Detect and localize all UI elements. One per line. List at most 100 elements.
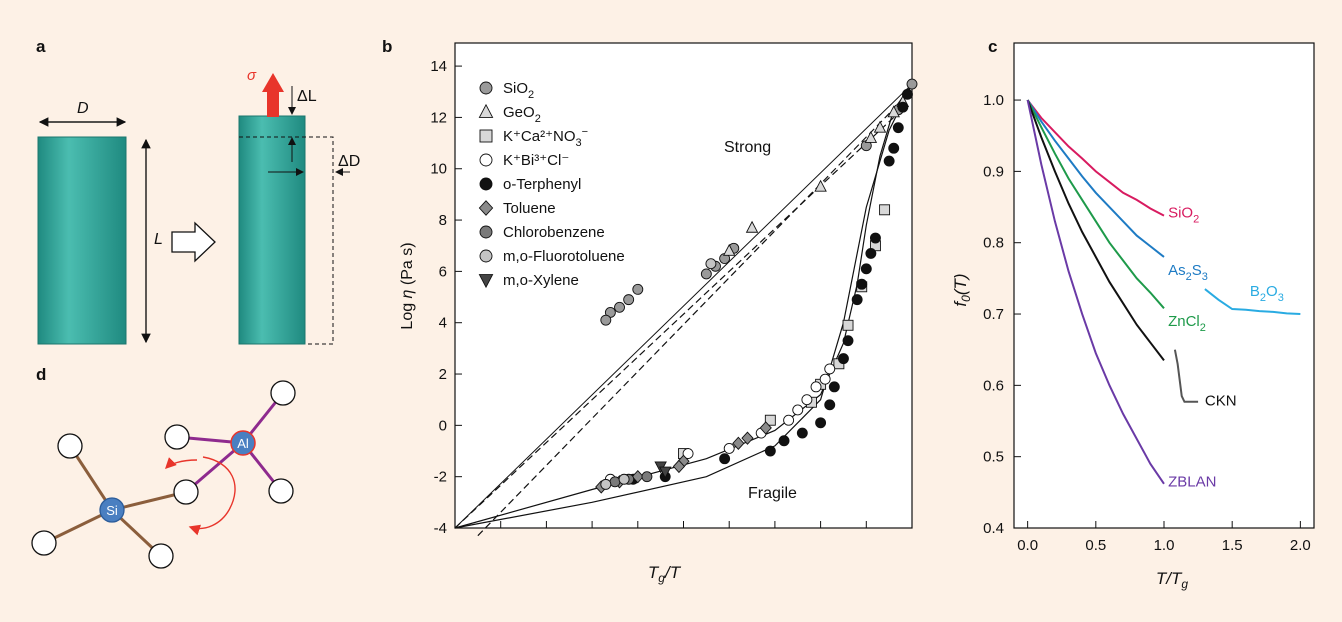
x-tick-label-c: 0.0: [1017, 537, 1038, 554]
data-point: [815, 417, 827, 429]
y-tick-label-c: 0.8: [983, 235, 1004, 252]
data-point: [783, 414, 795, 426]
legend-entry-text: m,o-Xylene: [503, 272, 579, 289]
y-axis-label-b-eta: η: [399, 289, 416, 298]
si-atom-label: Si: [106, 503, 118, 518]
y-tick-label-b: 12: [430, 109, 447, 126]
y-axis-label-b: Log η (Pa s): [399, 242, 416, 329]
dim-l-label: L: [154, 231, 163, 248]
original-outline: [239, 136, 334, 345]
data-point: [860, 263, 872, 275]
data-point: [759, 421, 772, 435]
y-axis-label-c-tail: (T): [951, 273, 970, 295]
legend-marker: [479, 129, 493, 143]
delta-l-label: ΔL: [297, 88, 317, 105]
y-axis-label-c-main: f: [951, 300, 970, 307]
x-axis-label-c: T/Tg: [1156, 569, 1189, 591]
data-points: [595, 78, 918, 494]
dim-d-label: D: [77, 100, 89, 117]
data-point: [700, 268, 712, 280]
data-point: [745, 220, 759, 233]
data-point: [600, 314, 612, 326]
legend-entry-text: K⁺Bi³⁺Cl⁻: [503, 152, 569, 169]
data-point: [873, 120, 887, 133]
legend: SiO2GeO2K⁺Ca²⁺NO3−K⁺Bi³⁺Cl⁻o-TerphenylTo…: [478, 80, 625, 289]
y-tick-label-c: 0.7: [983, 306, 1004, 323]
x-axis-label-c-sub: g: [1181, 577, 1188, 591]
series-line: [1026, 99, 1165, 258]
oxygen-atom: [148, 543, 174, 569]
y-tick-label-c: 0.9: [983, 163, 1004, 180]
data-point: [856, 278, 868, 290]
series-label-sub: 2: [1260, 292, 1266, 304]
data-point: [838, 353, 849, 365]
x-tick-label-c: 1.0: [1154, 537, 1175, 554]
series-line: [1026, 99, 1165, 361]
legend-entry: o-Terphenyl: [503, 176, 581, 193]
data-point: [623, 294, 635, 306]
legend-marker: [479, 225, 493, 239]
panel-b-label: b: [382, 37, 392, 56]
data-point: [819, 373, 831, 385]
series-label: CKN: [1205, 392, 1237, 409]
x-axis-c: 0.0 0.5 1.0 1.5 2.0: [1017, 521, 1311, 554]
data-point: [887, 105, 900, 118]
legend-entry-text: K⁺Ca²⁺NO: [503, 128, 576, 145]
fragile-fit-lower: [454, 83, 913, 529]
bond-si-4: [111, 490, 187, 512]
legend-entry-text: GeO: [503, 104, 535, 121]
data-point: [778, 435, 790, 447]
x-axis-label-b: Tg/T: [648, 563, 682, 585]
legend-entry-text: m,o-Fluorotoluene: [503, 248, 625, 265]
data-point: [792, 404, 804, 416]
data-point: [883, 155, 895, 167]
series-label: As2S3: [1168, 262, 1208, 283]
x-axis-label-c-main: T/T: [1156, 569, 1183, 588]
fragile-label: Fragile: [748, 485, 797, 502]
series-label: SiO2: [1168, 205, 1199, 226]
series-label: ZnCl2: [1168, 313, 1206, 334]
legend-entry: m,o-Xylene: [503, 272, 579, 289]
al-atom-label: Al: [237, 436, 249, 451]
panel-c: c 0.40.50.60.70.80.91.0 0.0 0.5 1.0 1.5 2.0 …: [951, 37, 1315, 591]
series-label-sub: 2: [1186, 271, 1192, 283]
data-point: [842, 319, 854, 331]
series-line: [1173, 349, 1199, 403]
y-tick-label-b: 6: [439, 263, 447, 280]
data-point: [865, 247, 877, 259]
data-point: [796, 427, 808, 439]
bridging-oxygen-atom: [173, 479, 199, 505]
data-point: [641, 471, 653, 483]
data-point: [892, 122, 904, 134]
stress-arrow-head: [262, 73, 284, 92]
data-point: [851, 294, 863, 306]
x-tick-label-c: 1.5: [1222, 537, 1243, 554]
legend-entry: m,o-Fluorotoluene: [503, 248, 625, 265]
data-point: [705, 258, 717, 270]
series-curves: [1026, 99, 1301, 485]
data-point: [618, 473, 630, 485]
panel-d-label: d: [36, 365, 46, 384]
y-tick-label-c: 1.0: [983, 92, 1004, 109]
y-tick-label-b: 4: [439, 315, 447, 332]
series-label-sub: 2: [1200, 322, 1206, 334]
y-tick-label-b: -4: [434, 520, 447, 537]
strong-label: Strong: [724, 139, 771, 156]
data-point: [722, 243, 736, 256]
legend-entry-text: Toluene: [503, 200, 556, 217]
legend-marker: [479, 249, 493, 263]
data-point: [814, 179, 827, 192]
oxygen-atom: [268, 478, 294, 504]
bond-si-1: [68, 445, 114, 511]
y-axis-c: 0.4 0.5 0.6 0.7 0.8 0.9 1.0: [983, 92, 1021, 537]
data-point: [869, 232, 881, 244]
series-label-name: B: [1250, 283, 1260, 300]
series-line: [1204, 288, 1301, 316]
data-point: [600, 478, 612, 490]
plot-area-b: [454, 42, 913, 529]
data-point: [632, 283, 644, 295]
series-label-name: SiO: [1168, 205, 1193, 222]
panel-c-label: c: [988, 37, 997, 56]
x-tick-label-c: 0.5: [1085, 537, 1106, 554]
